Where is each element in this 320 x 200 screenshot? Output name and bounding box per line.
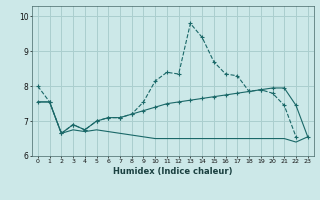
X-axis label: Humidex (Indice chaleur): Humidex (Indice chaleur) [113, 167, 233, 176]
